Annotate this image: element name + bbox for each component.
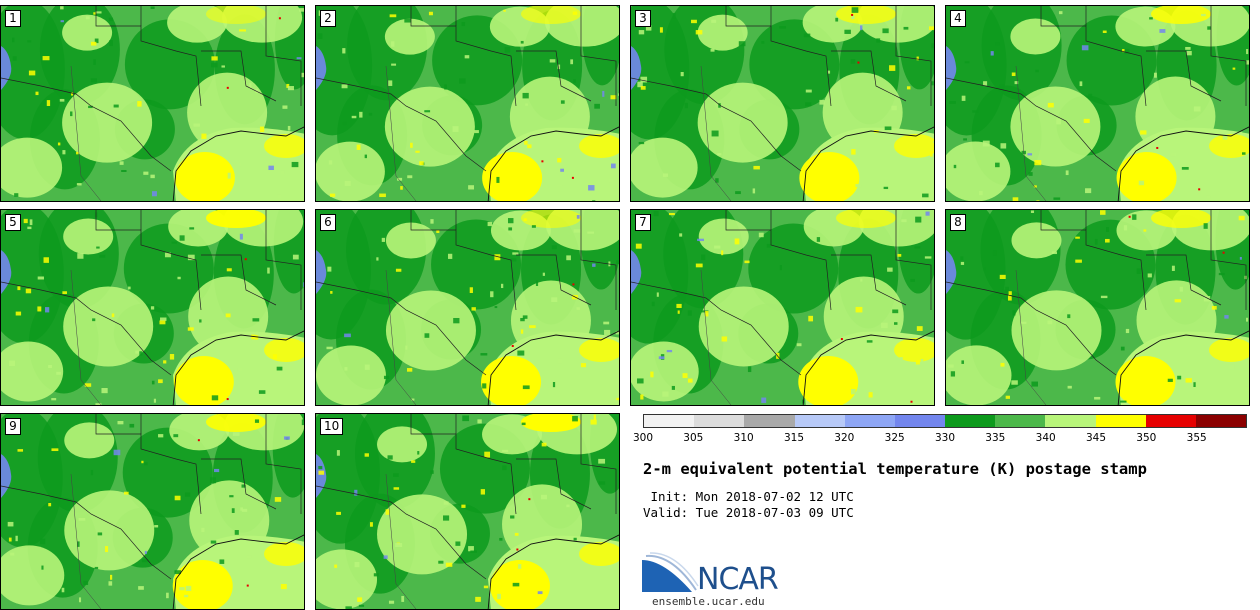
stamp-panel-7: 7 [630, 209, 935, 406]
colorbar-cell [1095, 415, 1146, 427]
colorbar-tick: 350 [1136, 432, 1157, 444]
map-field [1, 414, 304, 609]
stamp-panel-10: 10 [315, 413, 620, 610]
colorbar-tick: 340 [1035, 432, 1056, 444]
stamp-panel-4: 4 [945, 5, 1250, 202]
stamp-number-label: 8 [950, 214, 966, 231]
logo-wordmark: NCAR [697, 562, 779, 597]
stamp-number-label: 1 [5, 10, 21, 27]
map-field [316, 6, 619, 201]
map-field [631, 210, 934, 405]
map-field [946, 6, 1249, 201]
colorbar [643, 414, 1247, 428]
colorbar-tick: 300 [632, 432, 654, 444]
stamp-panel-9: 9 [0, 413, 305, 610]
colorbar-tick: 315 [783, 432, 805, 444]
colorbar-cell [995, 415, 1046, 427]
colorbar-tick: 330 [934, 432, 956, 444]
stamp-number-label: 10 [320, 418, 344, 435]
stamp-panel-3: 3 [630, 5, 935, 202]
colorbar-tick: 320 [834, 432, 855, 444]
colorbar-cell [1045, 415, 1096, 427]
map-field [316, 414, 619, 609]
colorbar-tick: 335 [985, 432, 1006, 444]
colorbar-cell [945, 415, 996, 427]
colorbar-cell [844, 415, 895, 427]
colorbar-cell [1195, 415, 1247, 427]
stamp-panel-5: 5 [0, 209, 305, 406]
plot-title: 2-m equivalent potential temperature (K)… [643, 460, 1147, 478]
colorbar-tick: 310 [733, 432, 754, 444]
colorbar-tick: 355 [1186, 432, 1207, 444]
map-field [316, 210, 619, 405]
stamp-number-label: 3 [635, 10, 651, 27]
map-field [1, 6, 304, 201]
colorbar-tick: 345 [1085, 432, 1107, 444]
map-field [1, 210, 304, 405]
colorbar-cell [894, 415, 946, 427]
ncar-logo-icon [642, 552, 699, 592]
map-field [631, 6, 934, 201]
stamp-panel-2: 2 [315, 5, 620, 202]
stamp-number-label: 5 [5, 214, 21, 231]
colorbar-tick-labels: 300 305 310 315 320 325 330 335 340 345 350 355 [633, 432, 1247, 446]
init-time: Init: Mon 2018-07-02 12 UTC [643, 489, 854, 504]
map-field [946, 210, 1249, 405]
valid-time: Valid: Tue 2018-07-03 09 UTC [643, 505, 854, 520]
stamp-panel-6: 6 [315, 209, 620, 406]
colorbar-cell [1145, 415, 1196, 427]
stamp-number-label: 7 [635, 214, 651, 231]
colorbar-cell [794, 415, 845, 427]
logo-url: ensemble.ucar.edu [652, 595, 765, 608]
colorbar-tick: 325 [884, 432, 905, 444]
colorbar-cell [644, 415, 695, 427]
stamp-number-label: 6 [320, 214, 336, 231]
stamp-number-label: 9 [5, 418, 21, 435]
stamp-number-label: 2 [320, 10, 336, 27]
stamp-number-label: 4 [950, 10, 966, 27]
stamp-panel-8: 8 [945, 209, 1250, 406]
colorbar-cell [694, 415, 745, 427]
colorbar-tick: 305 [683, 432, 704, 444]
stamp-panel-1: 1 [0, 5, 305, 202]
colorbar-cell [744, 415, 795, 427]
